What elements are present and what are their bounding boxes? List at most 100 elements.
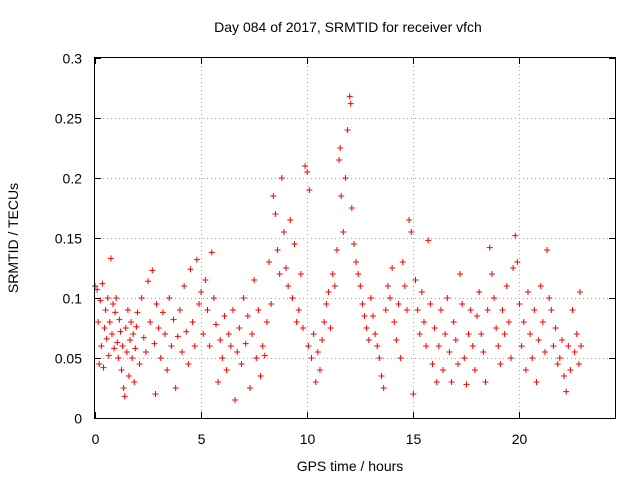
data-point [474,313,481,319]
data-point [535,337,542,343]
data-point [116,316,123,323]
data-point [350,241,357,247]
data-point [229,307,236,313]
data-point [463,381,470,388]
data-point [240,295,247,301]
data-point [134,309,141,316]
data-point [114,339,121,346]
data-point [121,393,128,400]
data-point [395,301,402,307]
data-point [365,337,372,343]
data-point [266,259,273,265]
data-point [191,343,198,349]
data-point [108,331,115,337]
data-point [533,379,540,385]
data-point [404,307,410,313]
data-point [576,289,583,295]
data-point [227,343,234,349]
data-point [304,169,311,175]
data-point [359,301,366,307]
data-point [316,367,323,373]
data-point [113,295,120,301]
data-point [503,283,510,289]
data-point [565,343,572,349]
data-point [524,289,531,295]
plot-frame [94,57,616,419]
data-point [452,337,459,343]
y-tick-label: 0.25 [55,111,82,127]
data-point [454,361,461,367]
data-point [372,331,379,337]
data-points [92,93,585,403]
data-point [244,313,251,319]
data-point [221,313,228,319]
data-point [164,367,171,373]
data-point [514,259,521,265]
data-point [478,331,485,337]
x-tick-label: 0 [92,431,100,447]
y-tick-label: 0.2 [63,171,83,187]
data-point [215,379,222,385]
data-point [512,232,519,239]
data-point [363,325,370,331]
data-point [361,313,368,319]
data-point [131,379,138,385]
data-point [374,343,381,349]
data-point [312,379,319,385]
data-point [189,319,196,325]
x-tick-label: 15 [406,431,422,447]
data-point [423,343,430,349]
data-point [529,355,536,361]
y-axis-label: SRMTID / TECUs [5,183,21,293]
data-point [336,157,343,163]
data-point [516,301,523,307]
data-point [550,343,557,349]
data-point [305,343,312,349]
data-point [563,388,570,395]
data-point [435,343,442,349]
data-point [399,259,406,265]
data-point [499,307,506,313]
data-point [488,271,495,277]
data-point [433,379,440,385]
x-axis-label: GPS time / hours [297,458,404,474]
data-point [357,283,364,289]
data-point [314,349,321,355]
data-point [393,337,400,343]
data-point [333,247,340,253]
x-tick-label: 20 [512,431,528,447]
data-point [94,286,101,293]
data-point [342,175,349,181]
data-point [242,340,249,347]
data-point [223,367,230,373]
data-point [425,237,432,244]
data-point [302,163,309,169]
data-point [444,295,451,301]
data-point [147,319,154,325]
data-point [569,307,576,313]
data-point [431,325,438,331]
data-point [166,295,173,301]
data-point [232,397,239,403]
data-point [346,93,353,100]
data-point [531,307,538,313]
data-point [140,334,147,341]
y-tick-label: 0.1 [63,291,83,307]
data-point [202,277,209,283]
data-point [355,271,362,277]
data-point [136,361,143,367]
data-point [291,241,298,247]
data-point [259,343,266,349]
data-point [300,325,306,331]
data-point [159,309,166,316]
data-point [122,325,129,331]
data-point [331,283,338,289]
data-point [293,319,300,325]
data-point [289,295,296,301]
data-point [420,319,427,325]
data-point [554,361,561,367]
y-tick-labels: 0 0.05 0.1 0.15 0.2 0.25 0.3 [55,51,82,427]
data-point [327,325,334,331]
data-point [401,283,408,289]
data-point [153,301,160,307]
